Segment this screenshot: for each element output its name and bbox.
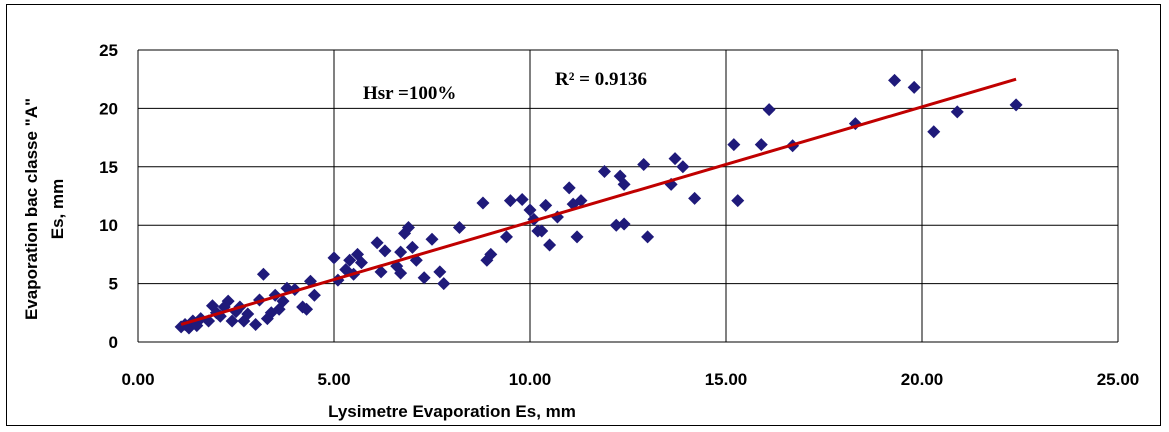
- y-axis-title-line1: Evaporation bac classe "A": [22, 98, 41, 320]
- data-point: [523, 203, 537, 217]
- data-point: [641, 230, 655, 244]
- x-tick-label: 10.00: [509, 370, 552, 389]
- data-point: [417, 271, 431, 285]
- scatter-chart: 0 5 10 15 20 25 0.00 5.00 10.00 15.00 20.00 25.00 H…: [22, 41, 1139, 421]
- data-point: [688, 191, 702, 205]
- y-axis-title-line2: Es, mm: [48, 179, 67, 239]
- data-point: [597, 164, 611, 178]
- x-axis-title: Lysimetre Evaporation Es, mm: [328, 402, 576, 421]
- data-point: [476, 196, 490, 210]
- data-point: [499, 230, 513, 244]
- data-point: [515, 193, 529, 207]
- data-point: [256, 267, 270, 281]
- x-tick-label: 5.00: [317, 370, 350, 389]
- data-point: [249, 317, 263, 331]
- data-point: [637, 157, 651, 171]
- x-tick-label: 15.00: [705, 370, 748, 389]
- data-point: [394, 245, 408, 259]
- data-point: [405, 240, 419, 254]
- hsr-annotation: Hsr =100%: [363, 83, 456, 104]
- data-point: [754, 138, 768, 152]
- data-point: [617, 217, 631, 231]
- x-tick-label: 25.00: [1097, 370, 1140, 389]
- y-tick-label: 20: [99, 99, 118, 118]
- data-point: [221, 294, 235, 308]
- data-point: [374, 265, 388, 279]
- data-point: [433, 265, 447, 279]
- data-point: [676, 160, 690, 174]
- data-point: [354, 256, 368, 270]
- data-point: [731, 194, 745, 208]
- trendline-layer: [180, 77, 1017, 326]
- data-point: [307, 288, 321, 302]
- data-point: [241, 307, 255, 321]
- data-point: [927, 125, 941, 139]
- data-point: [276, 294, 290, 308]
- x-tick-label: 0.00: [121, 370, 154, 389]
- r-squared-annotation: R² = 0.9136: [555, 69, 647, 90]
- y-tick-label: 10: [99, 216, 118, 235]
- data-point: [327, 251, 341, 265]
- data-point: [503, 194, 517, 208]
- grid-lines: [137, 49, 1119, 343]
- y-tick-label: 5: [109, 275, 118, 294]
- y-tick-label: 0: [109, 333, 118, 352]
- data-point: [907, 80, 921, 94]
- data-point: [300, 302, 314, 316]
- data-point: [888, 73, 902, 87]
- data-points: [174, 73, 1023, 335]
- data-point: [535, 224, 549, 238]
- data-point: [574, 194, 588, 208]
- data-point: [484, 247, 498, 261]
- data-point: [225, 314, 239, 328]
- y-tick-label: 25: [99, 41, 118, 60]
- y-tick-label: 15: [99, 158, 118, 177]
- trendline: [180, 77, 1017, 326]
- data-point: [762, 103, 776, 117]
- chart-frame: 0 5 10 15 20 25 0.00 5.00 10.00 15.00 20.00 25.00 H…: [6, 4, 1161, 426]
- data-point: [401, 221, 415, 235]
- data-point: [539, 198, 553, 212]
- tick-labels: 0 5 10 15 20 25 0.00 5.00 10.00 15.00 20.00 25.00: [99, 41, 1139, 389]
- data-point: [437, 277, 451, 291]
- data-point: [543, 238, 557, 252]
- data-point: [452, 221, 466, 235]
- data-point: [378, 244, 392, 258]
- data-point: [668, 152, 682, 166]
- data-point: [562, 181, 576, 195]
- data-point: [394, 266, 408, 280]
- data-point: [950, 105, 964, 119]
- data-point: [1009, 98, 1023, 112]
- x-tick-label: 20.00: [901, 370, 944, 389]
- data-point: [370, 236, 384, 250]
- data-point: [425, 232, 439, 246]
- data-point: [617, 177, 631, 191]
- data-point: [727, 138, 741, 152]
- data-point: [570, 230, 584, 244]
- data-point: [609, 218, 623, 232]
